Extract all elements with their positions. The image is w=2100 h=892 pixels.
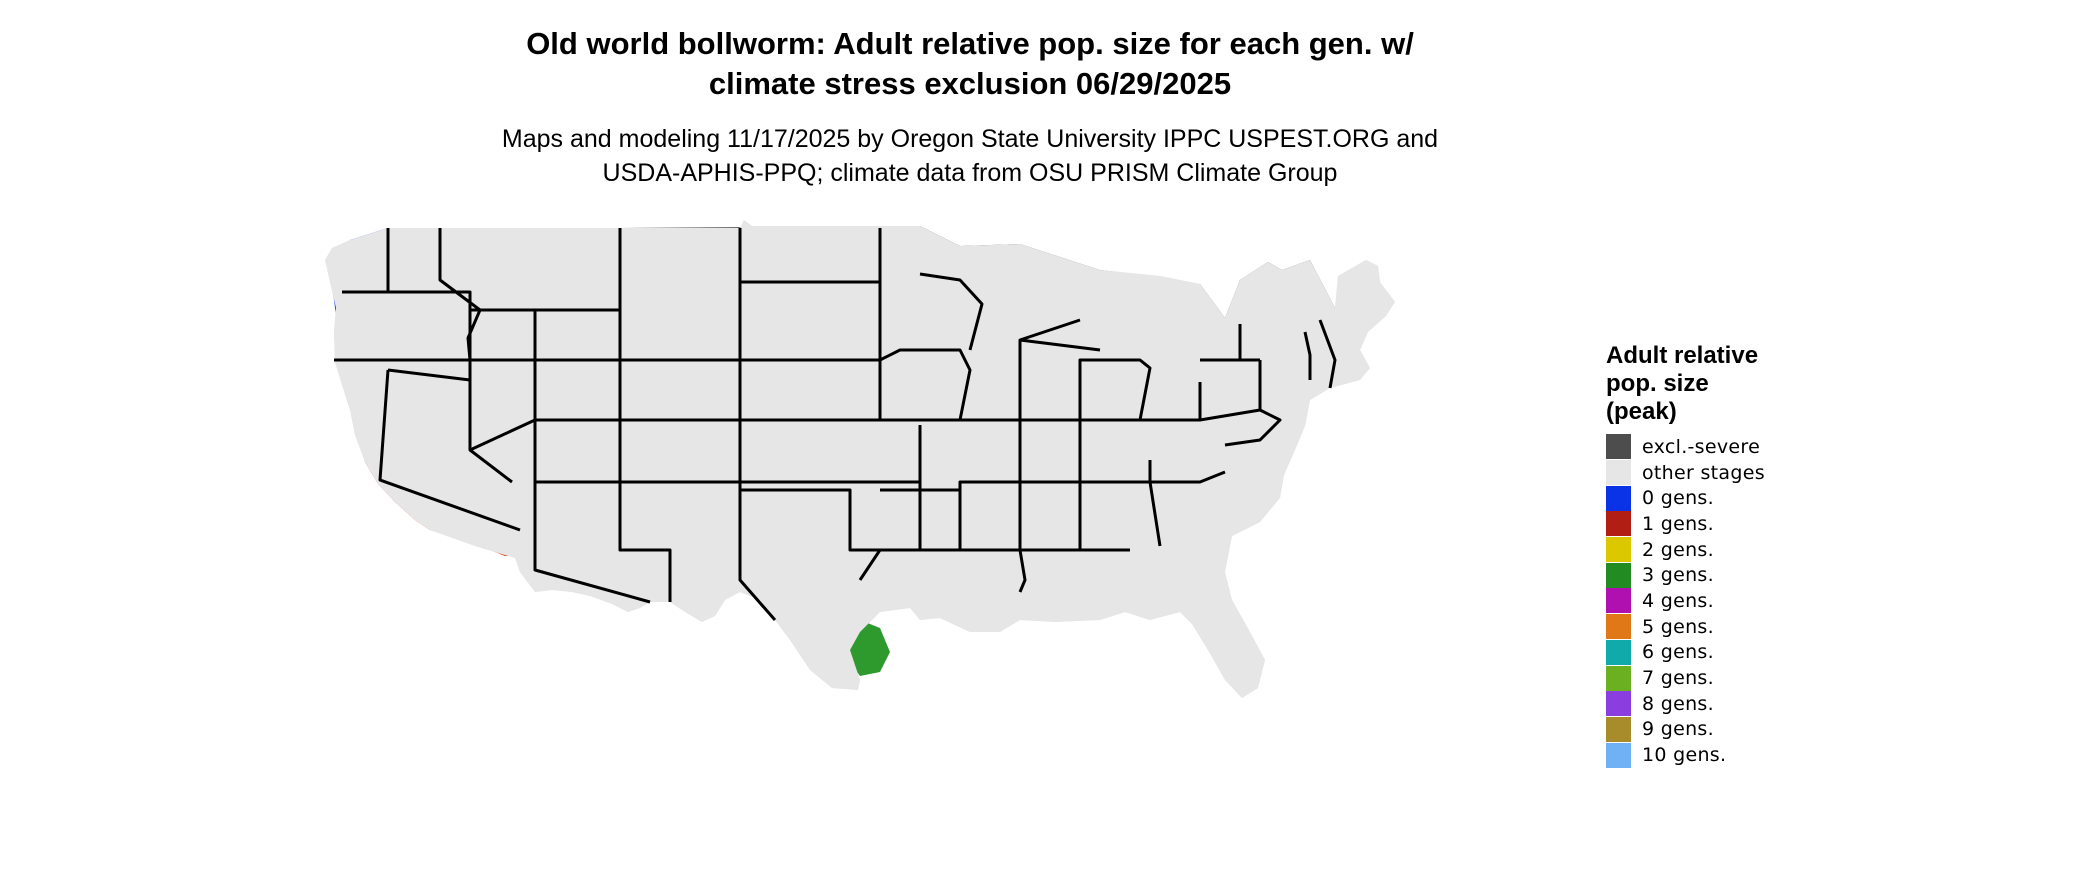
legend-swatch [1606, 485, 1631, 511]
legend-label: 3 gens. [1642, 564, 1714, 587]
legend-swatch [1606, 562, 1631, 588]
legend-title: Adult relative pop. size (peak) [1606, 342, 1836, 426]
map-subtitle-line-2: USDA-APHIS-PPQ; climate data from OSU PR… [602, 159, 1338, 187]
legend-label: 5 gens. [1642, 615, 1714, 638]
map-title-line-1: Old world bollworm: Adult relative pop. … [526, 26, 1414, 61]
legend-item: 4 gens. [1606, 588, 1836, 614]
legend-item: 2 gens. [1606, 537, 1836, 563]
legend-item: 9 gens. [1606, 716, 1836, 743]
legend-title-line-1: Adult relative [1606, 342, 1759, 369]
legend-swatch [1606, 639, 1631, 665]
legend-item: 6 gens. [1606, 639, 1836, 666]
legend-items: excl.-severe other stages 0 gens. 1 gens. 2 … [1606, 434, 1836, 768]
legend-label: 10 gens. [1642, 744, 1727, 767]
legend-item: excl.-severe [1606, 434, 1836, 460]
legend-item: 7 gens. [1606, 665, 1836, 691]
legend-swatch [1606, 742, 1631, 768]
legend-swatch [1606, 716, 1631, 742]
map-title-line-2: climate stress exclusion 06/29/2025 [708, 66, 1232, 101]
map-subtitle: Maps and modeling 11/17/2025 by Oregon S… [330, 122, 1610, 190]
legend-swatch [1606, 588, 1631, 614]
legend-swatch [1606, 537, 1631, 563]
legend-title-line-2: pop. size [1606, 370, 1709, 397]
legend-swatch [1606, 665, 1631, 691]
state-borders [323, 220, 1397, 700]
legend-label: other stages [1642, 461, 1765, 484]
legend-item: 1 gens. [1606, 511, 1836, 537]
legend-item: 10 gens. [1606, 742, 1836, 768]
legend-swatch [1606, 614, 1631, 640]
legend-item: 5 gens. [1606, 614, 1836, 640]
legend-swatch [1606, 691, 1631, 717]
legend-swatch [1606, 460, 1631, 486]
legend-item: 0 gens. [1606, 485, 1836, 511]
legend-label: 9 gens. [1642, 718, 1714, 741]
us-map [320, 220, 1580, 890]
us-map-svg [323, 220, 1397, 700]
legend-label: 0 gens. [1642, 487, 1714, 510]
legend-label: 4 gens. [1642, 589, 1714, 612]
legend-label: 1 gens. [1642, 512, 1714, 535]
legend-label: 8 gens. [1642, 692, 1714, 715]
legend-label: excl.-severe [1642, 435, 1761, 458]
legend-label: 2 gens. [1642, 538, 1714, 561]
map-subtitle-line-1: Maps and modeling 11/17/2025 by Oregon S… [501, 125, 1439, 153]
legend-item: 8 gens. [1606, 691, 1836, 717]
legend-label: 7 gens. [1642, 667, 1714, 690]
legend-swatch [1606, 434, 1631, 460]
legend-item: 3 gens. [1606, 562, 1836, 588]
legend-swatch [1606, 511, 1631, 537]
map-legend: Adult relative pop. size (peak) excl.-se… [1606, 342, 1836, 768]
legend-item: other stages [1606, 460, 1836, 486]
legend-label: 6 gens. [1642, 641, 1714, 664]
map-title: Old world bollworm: Adult relative pop. … [330, 24, 1610, 104]
legend-title-line-3: (peak) [1606, 398, 1677, 425]
